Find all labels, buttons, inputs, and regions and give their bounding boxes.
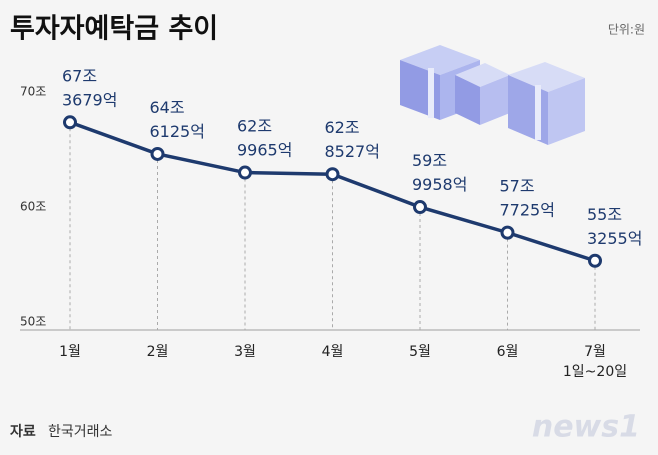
point	[500, 225, 515, 240]
unit-label: 단위:원	[608, 23, 645, 37]
chart-title: 투자자예탁금 추이	[10, 14, 218, 45]
source: 한국거래소	[48, 424, 113, 440]
data-label: 59조 9958억	[412, 151, 467, 194]
data-label: 62조 9965억	[237, 116, 292, 159]
y-tick-label: 50조	[20, 315, 46, 329]
data-label: 55조 3255억	[587, 204, 642, 247]
point	[325, 167, 340, 182]
point	[63, 115, 77, 130]
x-tick-label: 3월	[234, 344, 256, 360]
watermark: news1	[532, 410, 640, 445]
x-tick-label: 2월	[147, 344, 169, 360]
point	[238, 165, 252, 180]
x-tick-label: 4월	[322, 344, 344, 360]
x-tick-label: 6월	[497, 344, 519, 360]
data-label: 67조 3679억	[62, 66, 117, 109]
data-label: 64조 6125억	[150, 97, 205, 140]
y-tick-label: 60조	[20, 200, 46, 214]
point	[413, 200, 427, 215]
source-label: 자료	[10, 424, 36, 440]
y-tick-label: 70조	[20, 85, 46, 99]
point	[150, 146, 165, 161]
x-tick-label: 1월	[59, 344, 81, 360]
x-tick-label: 7월 1일~20일	[563, 344, 627, 380]
data-label: 57조 7725억	[500, 176, 555, 219]
data-label: 62조 8527억	[325, 118, 380, 161]
money-illustration	[400, 45, 585, 145]
point	[588, 253, 602, 268]
x-tick-label: 5월	[409, 344, 431, 360]
